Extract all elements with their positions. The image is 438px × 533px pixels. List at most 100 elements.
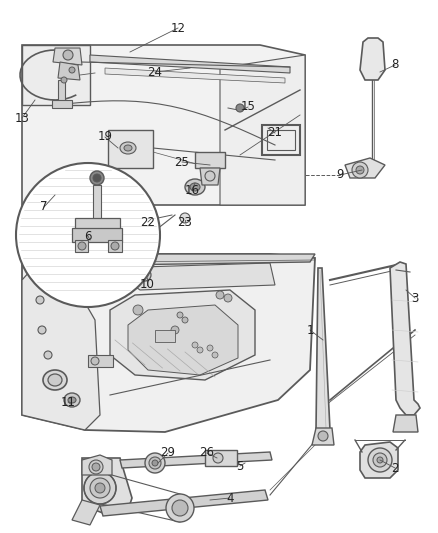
Circle shape (78, 242, 86, 250)
Circle shape (61, 77, 67, 83)
Polygon shape (93, 185, 101, 220)
Ellipse shape (68, 397, 76, 403)
Polygon shape (345, 158, 385, 178)
Ellipse shape (190, 183, 200, 191)
Polygon shape (22, 260, 100, 430)
Polygon shape (22, 254, 315, 432)
Circle shape (352, 162, 368, 178)
Circle shape (236, 104, 244, 112)
Text: 29: 29 (160, 447, 176, 459)
Circle shape (92, 463, 100, 471)
Polygon shape (105, 68, 285, 83)
Circle shape (111, 242, 119, 250)
Text: 7: 7 (40, 200, 48, 214)
Circle shape (177, 312, 183, 318)
Circle shape (368, 448, 392, 472)
Polygon shape (120, 452, 272, 468)
Circle shape (89, 460, 103, 474)
Polygon shape (128, 305, 238, 375)
Polygon shape (110, 263, 275, 290)
Text: 5: 5 (237, 459, 244, 472)
Polygon shape (58, 80, 65, 102)
Circle shape (16, 163, 160, 307)
Text: 13: 13 (14, 111, 29, 125)
Circle shape (38, 326, 46, 334)
Text: 22: 22 (141, 215, 155, 229)
Ellipse shape (185, 179, 205, 195)
Polygon shape (200, 168, 220, 185)
Text: 4: 4 (226, 491, 234, 505)
Circle shape (95, 483, 105, 493)
Circle shape (46, 376, 54, 384)
Circle shape (91, 357, 99, 365)
Circle shape (180, 213, 190, 223)
Polygon shape (82, 455, 112, 475)
Polygon shape (220, 55, 305, 205)
Polygon shape (75, 240, 88, 252)
Circle shape (44, 351, 52, 359)
Circle shape (377, 457, 383, 463)
Circle shape (172, 500, 188, 516)
Ellipse shape (48, 374, 62, 386)
Text: 8: 8 (391, 59, 399, 71)
Text: 1: 1 (306, 324, 314, 336)
Text: 12: 12 (170, 21, 186, 35)
Circle shape (90, 171, 104, 185)
Bar (108, 130, 153, 168)
Polygon shape (393, 415, 418, 432)
Polygon shape (82, 458, 132, 515)
Circle shape (93, 174, 101, 182)
Polygon shape (58, 62, 80, 80)
Polygon shape (100, 490, 268, 516)
Ellipse shape (64, 393, 80, 407)
Circle shape (145, 453, 165, 473)
Polygon shape (195, 152, 225, 168)
Circle shape (152, 460, 158, 466)
Text: 21: 21 (268, 126, 283, 140)
Text: 15: 15 (240, 101, 255, 114)
Circle shape (213, 453, 223, 463)
Polygon shape (72, 500, 100, 525)
Bar (205, 450, 237, 466)
Circle shape (69, 67, 75, 73)
Polygon shape (110, 290, 255, 380)
Circle shape (166, 494, 194, 522)
Circle shape (146, 212, 158, 224)
Polygon shape (52, 100, 72, 108)
Circle shape (142, 272, 148, 278)
Circle shape (197, 347, 203, 353)
Circle shape (373, 453, 387, 467)
Polygon shape (312, 428, 334, 445)
Circle shape (212, 352, 218, 358)
Polygon shape (108, 240, 122, 252)
Circle shape (356, 166, 364, 174)
Polygon shape (360, 38, 385, 80)
Polygon shape (90, 55, 290, 73)
Ellipse shape (124, 145, 132, 151)
Ellipse shape (120, 142, 136, 154)
Circle shape (318, 431, 328, 441)
Circle shape (216, 291, 224, 299)
Circle shape (139, 269, 151, 281)
Circle shape (171, 326, 179, 334)
Text: 25: 25 (175, 156, 190, 168)
Text: 24: 24 (148, 66, 162, 78)
Text: 9: 9 (336, 168, 344, 182)
Text: 23: 23 (177, 215, 192, 229)
Circle shape (36, 296, 44, 304)
Text: 10: 10 (140, 279, 155, 292)
Polygon shape (75, 218, 120, 230)
Circle shape (63, 50, 73, 60)
Circle shape (90, 478, 110, 498)
Bar (155, 330, 175, 342)
Circle shape (207, 345, 213, 351)
Polygon shape (53, 48, 82, 65)
Text: 19: 19 (98, 131, 113, 143)
Circle shape (182, 317, 188, 323)
Circle shape (84, 472, 116, 504)
Bar (267, 130, 295, 150)
Circle shape (133, 305, 143, 315)
Text: 3: 3 (411, 292, 419, 304)
Circle shape (205, 171, 215, 181)
Circle shape (149, 457, 161, 469)
